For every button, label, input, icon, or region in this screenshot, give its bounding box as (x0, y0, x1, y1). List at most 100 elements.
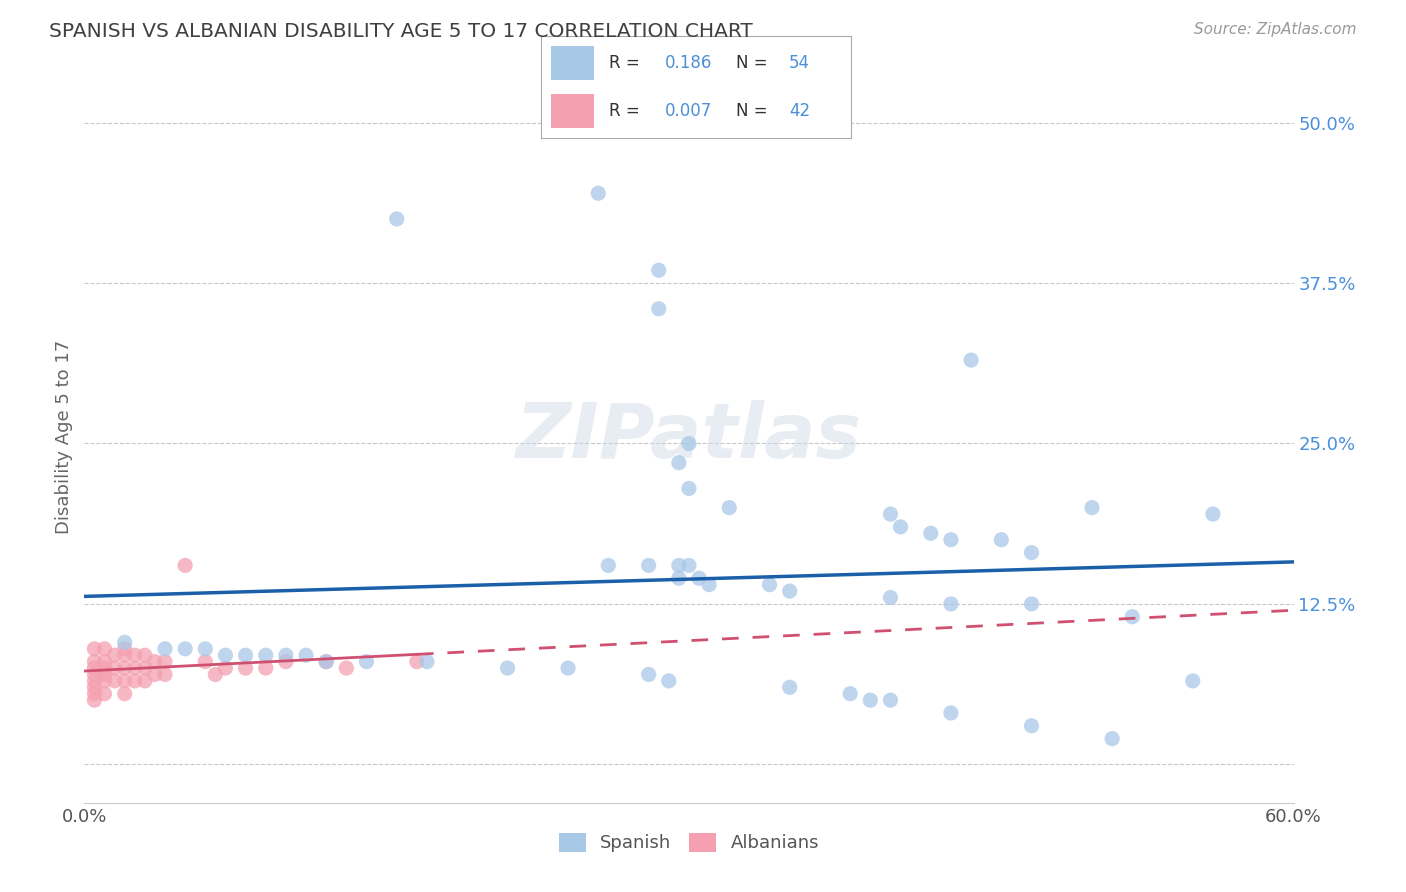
Point (214, 648, 236, 663)
Point (960, 353, 983, 368)
Point (274, 655, 297, 669)
Point (588, 186, 610, 201)
Point (254, 648, 277, 663)
Point (335, 661, 357, 675)
Text: 42: 42 (789, 102, 810, 120)
Point (1021, 545, 1043, 559)
Point (678, 482, 700, 496)
Point (93, 667, 115, 681)
Point (939, 533, 962, 547)
Point (920, 526, 942, 541)
Point (648, 263, 671, 277)
Point (83, 681, 105, 695)
Point (668, 558, 690, 573)
Point (758, 577, 780, 591)
Point (83, 661, 105, 675)
Point (1121, 609, 1143, 624)
Bar (551, 45, 593, 79)
Point (124, 673, 146, 688)
Y-axis label: Disability Age 5 to 17: Disability Age 5 to 17 (55, 340, 73, 534)
Point (637, 667, 659, 681)
Point (83, 641, 105, 656)
Point (879, 693, 901, 707)
Point (496, 661, 519, 675)
Point (235, 648, 257, 663)
Point (678, 558, 700, 573)
Point (104, 673, 127, 688)
Point (153, 641, 176, 656)
Point (859, 693, 882, 707)
Text: ZIPatlas: ZIPatlas (516, 401, 862, 474)
Point (174, 558, 197, 573)
Point (939, 597, 962, 611)
Text: N =: N = (737, 102, 768, 120)
Point (114, 673, 136, 688)
Point (214, 661, 236, 675)
Point (124, 648, 146, 663)
Point (93, 687, 115, 701)
Point (93, 641, 115, 656)
Point (174, 641, 197, 656)
Point (93, 655, 115, 669)
Point (1021, 719, 1043, 733)
Point (1202, 507, 1225, 521)
Point (114, 661, 136, 675)
Text: 54: 54 (789, 54, 810, 72)
Point (114, 687, 136, 701)
Point (114, 635, 136, 649)
Point (697, 577, 720, 591)
Point (134, 661, 156, 675)
Text: 0.007: 0.007 (665, 102, 713, 120)
Point (315, 655, 337, 669)
Point (124, 661, 146, 675)
Point (134, 648, 156, 663)
Point (83, 687, 105, 701)
Point (668, 571, 690, 585)
Text: Source: ZipAtlas.com: Source: ZipAtlas.com (1194, 22, 1357, 37)
Point (1181, 673, 1204, 688)
Point (648, 301, 671, 316)
Point (204, 667, 226, 681)
Point (637, 558, 659, 573)
Point (718, 500, 741, 515)
Point (879, 507, 901, 521)
Point (406, 655, 429, 669)
Legend: Spanish, Albanians: Spanish, Albanians (551, 826, 827, 860)
Point (315, 655, 337, 669)
Point (83, 673, 105, 688)
Point (134, 673, 156, 688)
Point (598, 558, 620, 573)
Point (658, 673, 681, 688)
Point (83, 655, 105, 669)
Point (385, 211, 408, 226)
Point (1021, 597, 1043, 611)
Point (235, 661, 257, 675)
Text: 0.186: 0.186 (665, 54, 713, 72)
Point (356, 655, 378, 669)
Point (83, 667, 105, 681)
Point (890, 520, 912, 534)
Point (143, 667, 166, 681)
Point (990, 533, 1012, 547)
Text: SPANISH VS ALBANIAN DISABILITY AGE 5 TO 17 CORRELATION CHART: SPANISH VS ALBANIAN DISABILITY AGE 5 TO … (49, 22, 754, 41)
Point (114, 648, 136, 663)
Point (668, 456, 690, 470)
Point (1081, 500, 1104, 515)
Text: R =: R = (609, 54, 640, 72)
Point (153, 655, 176, 669)
Point (104, 648, 127, 663)
Point (153, 667, 176, 681)
Point (274, 648, 297, 663)
Point (939, 706, 962, 720)
Point (143, 655, 166, 669)
Bar (551, 95, 593, 128)
Point (114, 641, 136, 656)
Text: R =: R = (609, 102, 640, 120)
Text: N =: N = (737, 54, 768, 72)
Point (678, 436, 700, 450)
Point (557, 661, 579, 675)
Point (688, 571, 710, 585)
Point (416, 655, 439, 669)
Point (194, 655, 217, 669)
Point (879, 591, 901, 605)
